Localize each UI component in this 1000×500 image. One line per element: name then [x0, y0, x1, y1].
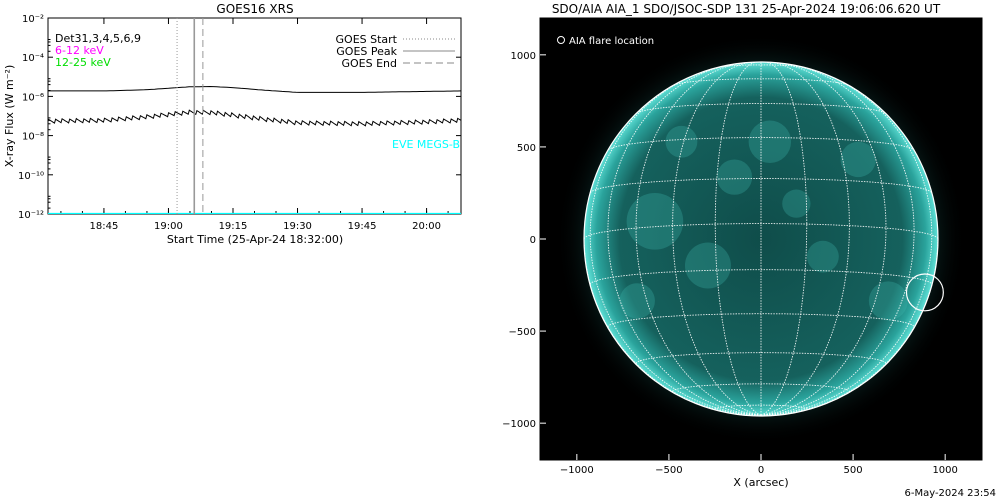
- right-y-tick-label: 500: [517, 143, 536, 154]
- left-y-axis: 10⁻¹² 10⁻¹⁰ 10⁻⁸ 10⁻⁶ 10⁻⁴ 10⁻²: [18, 14, 461, 221]
- active-region-glow: [782, 189, 811, 218]
- right-y-tick-label: 1000: [511, 51, 536, 62]
- meridian-line: [760, 62, 887, 416]
- right-y-tick-label: −1000: [502, 419, 536, 430]
- parallel-line: [673, 78, 849, 86]
- left-x-axis-label: Start Time (25-Apr-24 18:32:00): [167, 233, 343, 246]
- right-x-tick-label: 1000: [932, 465, 957, 476]
- left-chart-title: GOES16 XRS: [216, 2, 293, 16]
- left-x-tick-label: 19:15: [219, 221, 248, 232]
- active-region-glow: [684, 242, 731, 289]
- goes-xrs-panel: GOES16 XRS 10⁻¹² 10⁻¹⁰ 10⁻⁸ 10⁻⁶ 10⁻⁴ 10⁻² 18…: [3, 2, 462, 246]
- parallel-line: [636, 103, 886, 114]
- legend-goes-peak: GOES Peak: [336, 45, 397, 58]
- right-x-tick-label: 0: [758, 465, 764, 476]
- legend: GOES Start GOES Peak GOES End: [336, 33, 455, 70]
- timestamp: 6-May-2024 23:54: [904, 488, 996, 499]
- meridian-line: [760, 61, 808, 416]
- series-line-1: [48, 85, 461, 93]
- right-x-axis-label: X (arcsec): [733, 476, 788, 489]
- flare-legend-label: AIA flare location: [569, 36, 654, 47]
- channels-label: Det31,3,4,5,6,9: [55, 32, 141, 45]
- solar-disk: [556, 34, 966, 444]
- parallel-line: [635, 352, 887, 364]
- active-region-glow: [748, 120, 792, 163]
- active-region-glow: [626, 193, 684, 250]
- right-y-axis: −1000 −500 0 500 1000: [502, 51, 546, 430]
- flare-legend-icon: [557, 36, 565, 44]
- right-chart-title: SDO/AIA AIA_1 SDO/JSOC-SDP 131 25-Apr-20…: [552, 2, 941, 16]
- left-y-tick-label: 10⁻¹²: [18, 210, 44, 221]
- eve-megs-label: EVE MEGS-B: [392, 138, 460, 151]
- meridian-line: [672, 61, 762, 416]
- left-y-tick-label: 10⁻⁸: [22, 132, 44, 143]
- left-y-tick-label: 10⁻⁶: [22, 92, 44, 103]
- left-y-axis-label: X-ray Flux (W m⁻²): [3, 65, 16, 167]
- parallel-line: [607, 313, 915, 328]
- parallel-line: [583, 223, 939, 240]
- left-y-tick-label: 10⁻⁴: [22, 53, 44, 64]
- right-x-tick-label: −500: [655, 465, 682, 476]
- legend-goes-end: GOES End: [341, 57, 397, 70]
- meridian-line: [760, 71, 933, 416]
- band-6-12-label: 6-12 keV: [55, 44, 104, 57]
- left-x-tick-label: 19:45: [348, 221, 377, 232]
- sun-limb: [583, 61, 939, 417]
- left-plot-marks: [48, 85, 461, 214]
- parallel-line: [714, 404, 808, 410]
- parallel-line: [717, 64, 805, 68]
- series-line-2: [48, 109, 461, 127]
- goes-event-markers: [176, 18, 204, 214]
- active-region-glow: [716, 159, 753, 195]
- parallel-line: [589, 269, 933, 285]
- right-y-tick-label: −500: [509, 327, 536, 338]
- flare-location-marker: [905, 273, 944, 312]
- right-y-tick-label: 0: [530, 235, 536, 246]
- aia-image-panel: SDO/AIA AIA_1 SDO/JSOC-SDP 131 25-Apr-20…: [502, 2, 996, 499]
- right-x-tick-label: −1000: [560, 465, 594, 476]
- active-region-glow: [840, 141, 876, 178]
- legend-goes-start: GOES Start: [336, 33, 398, 46]
- active-region-glow: [806, 240, 839, 273]
- band-12-25-label: 12-25 keV: [55, 56, 111, 69]
- left-x-tick-label: 19:30: [283, 221, 312, 232]
- active-region-glow: [665, 125, 698, 158]
- meridian-line: [635, 62, 762, 416]
- meridian-line: [714, 61, 762, 416]
- left-y-tick-label: 10⁻²: [22, 14, 44, 25]
- active-regions: [619, 120, 908, 321]
- left-plot-frame: [47, 17, 462, 215]
- left-x-tick-label: 18:45: [90, 221, 119, 232]
- left-y-tick-label: 10⁻¹⁰: [18, 171, 44, 182]
- right-x-tick-label: 500: [844, 465, 863, 476]
- meridian-line: [760, 61, 850, 416]
- right-x-axis: −1000 −500 0 500 1000: [560, 454, 958, 476]
- active-region-glow: [619, 283, 655, 319]
- left-x-tick-label: 20:00: [412, 221, 441, 232]
- parallel-line: [607, 137, 915, 151]
- parallel-line: [672, 383, 850, 392]
- meridian-line: [589, 71, 762, 416]
- left-x-tick-label: 19:00: [154, 221, 183, 232]
